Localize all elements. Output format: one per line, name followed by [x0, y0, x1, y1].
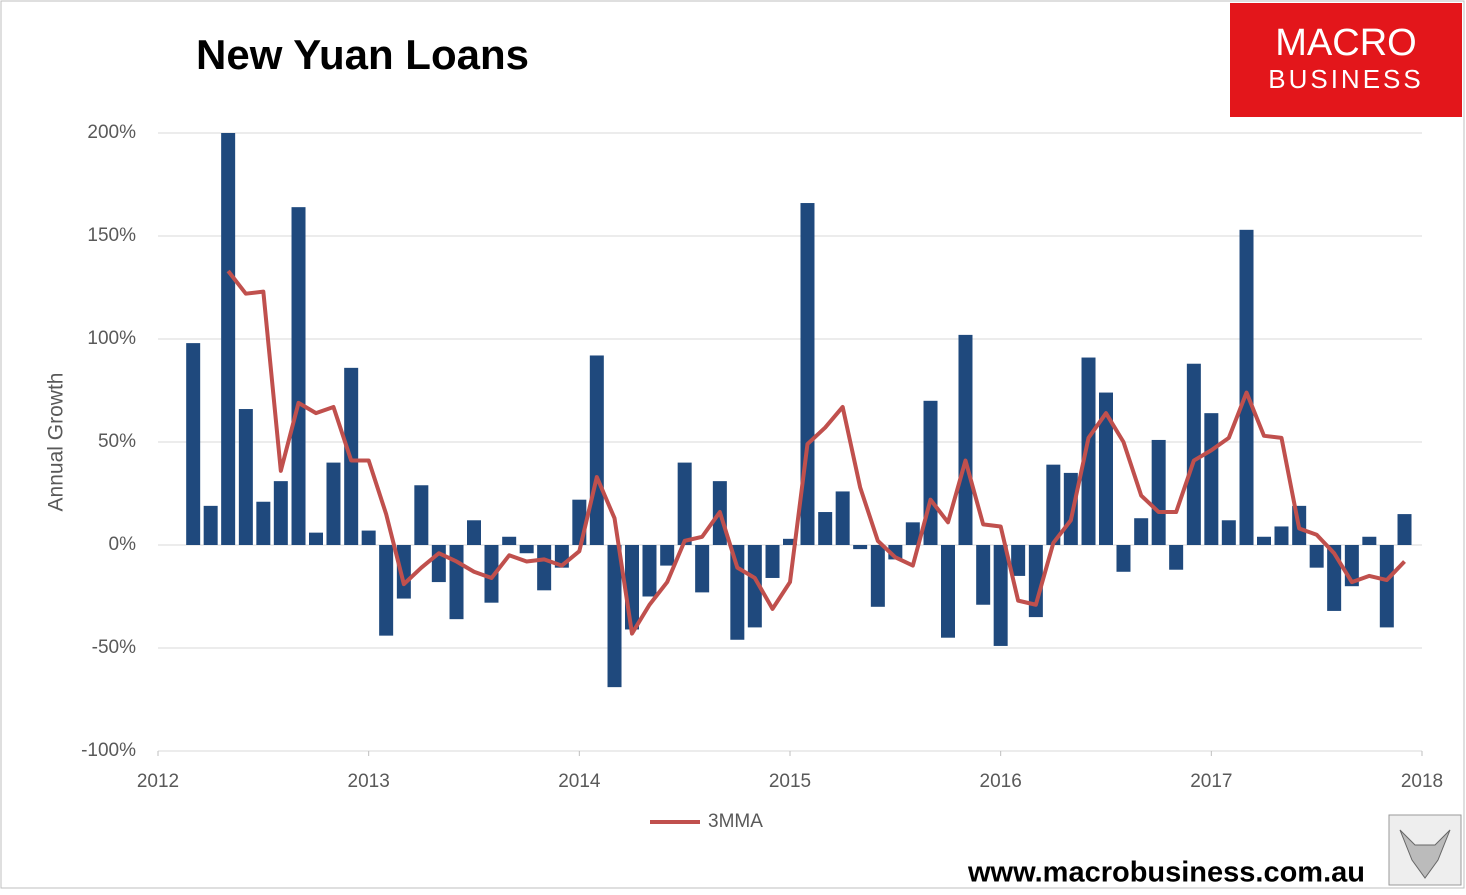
bar — [537, 545, 552, 591]
bar — [1379, 545, 1394, 628]
bar — [607, 545, 622, 688]
bar — [1099, 392, 1113, 545]
bar — [730, 545, 745, 640]
fox-icon — [1399, 829, 1451, 879]
bar — [238, 409, 253, 545]
bar — [677, 462, 692, 545]
bar — [467, 520, 481, 545]
y-tick-label: -100% — [81, 740, 136, 761]
bar — [976, 545, 991, 605]
bar — [273, 481, 288, 545]
bar — [449, 545, 464, 620]
bar — [431, 545, 446, 583]
bar — [291, 207, 306, 545]
bar — [958, 334, 973, 545]
bar — [1116, 545, 1131, 572]
bar — [589, 355, 604, 545]
bar — [1186, 363, 1201, 545]
bar — [379, 545, 394, 636]
y-tick-label: 0% — [109, 534, 137, 555]
bar — [660, 545, 675, 566]
bar — [835, 491, 850, 545]
bar — [1204, 413, 1219, 545]
logo-text: MACRO — [1275, 22, 1416, 64]
bar — [1221, 520, 1236, 545]
y-tick-label: 200% — [87, 122, 136, 143]
bar — [625, 545, 639, 630]
bar — [642, 545, 657, 597]
bar — [1063, 472, 1078, 545]
bar — [783, 538, 797, 545]
source-url: www.macrobusiness.com.au — [967, 857, 1365, 889]
y-tick-label: 100% — [87, 328, 136, 349]
legend-label: 3MMA — [708, 811, 763, 832]
bar — [203, 505, 218, 545]
x-tick-label: 2012 — [137, 771, 179, 792]
x-tick-label: 2014 — [558, 771, 601, 792]
bar — [519, 545, 534, 554]
bar — [414, 485, 429, 545]
bar — [1257, 536, 1271, 545]
bar — [765, 545, 780, 578]
bar — [1239, 229, 1254, 545]
bar — [396, 545, 411, 599]
bar — [1274, 526, 1289, 545]
bar — [853, 545, 868, 550]
bar — [1169, 545, 1184, 570]
bar — [361, 530, 376, 545]
bar — [993, 545, 1008, 646]
bar — [1397, 514, 1412, 545]
y-axis-label: Annual Growth — [45, 373, 68, 512]
logo-text: BUSINESS — [1268, 64, 1424, 94]
bar — [818, 512, 833, 545]
y-tick-label: -50% — [92, 637, 136, 658]
x-tick-label: 2016 — [980, 771, 1022, 792]
x-tick-label: 2017 — [1190, 771, 1232, 792]
bar — [695, 545, 710, 593]
bar — [1309, 545, 1324, 568]
y-tick-label: 150% — [87, 225, 136, 246]
x-tick-label: 2013 — [348, 771, 390, 792]
logo-box — [1230, 3, 1462, 117]
bar — [309, 532, 323, 545]
chart-title: New Yuan Loans — [196, 31, 529, 78]
bar — [256, 501, 271, 545]
x-tick-label: 2015 — [769, 771, 811, 792]
bar — [1134, 518, 1149, 545]
bar — [502, 536, 517, 545]
bar — [1081, 357, 1096, 545]
bar — [1046, 464, 1061, 545]
bar — [941, 545, 955, 638]
bar — [221, 133, 236, 545]
line — [226, 269, 1406, 636]
bar — [484, 545, 499, 603]
bar — [1011, 545, 1026, 576]
bar — [1362, 536, 1377, 545]
x-tick-label: 2018 — [1401, 771, 1443, 792]
bar — [326, 462, 341, 545]
bar — [870, 545, 885, 607]
bar — [747, 545, 762, 628]
bar — [905, 522, 920, 545]
y-tick-label: 50% — [98, 431, 136, 452]
bar — [186, 343, 201, 545]
bar — [1151, 439, 1166, 545]
